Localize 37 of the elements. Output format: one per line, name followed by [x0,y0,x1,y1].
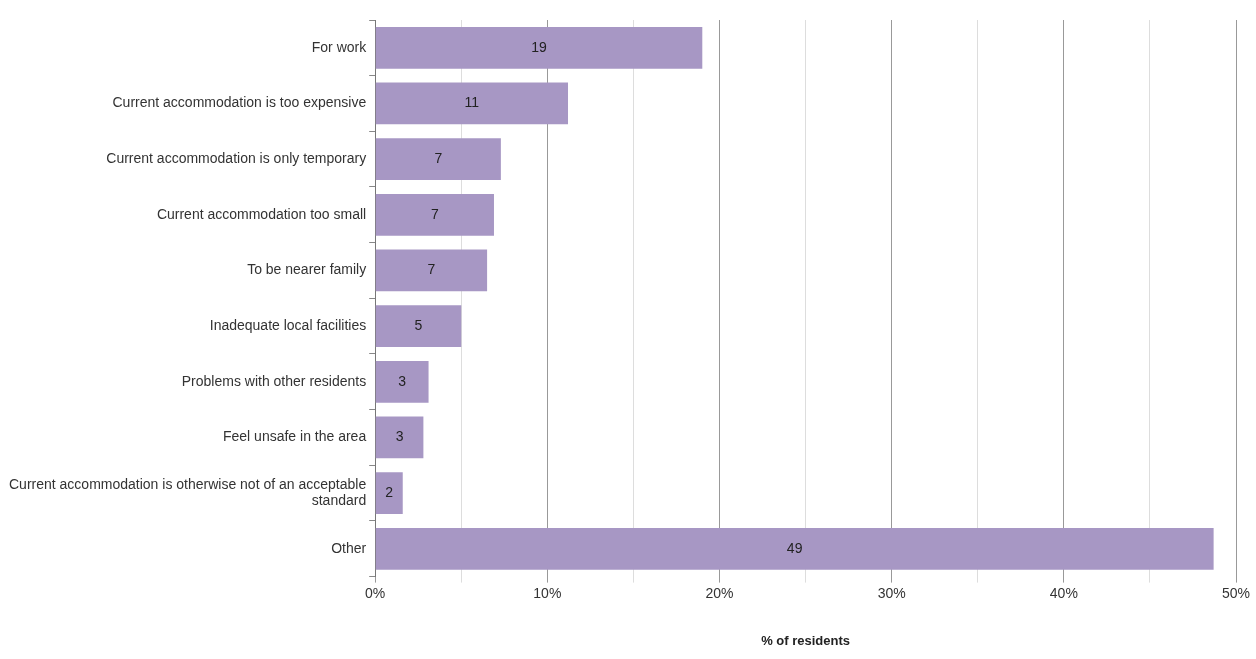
bar [375,416,424,459]
x-tick-label: 50% [1221,584,1251,601]
y-tick-label: For work [311,38,368,55]
y-tick-label: Other [331,539,367,556]
y-tick-label: Current accommodation is only temporary [106,150,367,167]
x-tick-label: 40% [1049,584,1078,601]
y-tick-label: Problems with other residents [181,372,367,389]
y-tick-label: Current accommodation is too expensive [112,94,367,111]
data-label: 19 [531,38,547,55]
x-tick-label: 20% [705,584,734,601]
bar [375,193,494,236]
x-axis-title: % of residents [761,632,851,648]
x-tick-label: 0% [365,584,386,601]
x-tick-label: 10% [533,584,562,601]
data-label: 3 [398,372,407,389]
y-tick-label: Current accommodation too small [156,205,367,222]
data-label: 7 [434,150,443,167]
bar [375,527,1214,570]
bar [375,360,429,403]
bar [375,138,501,181]
y-tick-label: Inadequate local facilities [209,316,367,333]
bar [375,305,462,347]
bar [375,82,569,125]
y-tick-label: Feel unsafe in the area [222,428,367,445]
bar [375,249,488,292]
x-tick-label: 30% [877,584,906,601]
bar [375,472,403,514]
data-label: 5 [414,316,423,333]
data-label: 49 [786,539,803,556]
data-label: 2 [385,483,394,500]
y-tick-label: To be nearer family [247,261,367,278]
data-label: 3 [395,428,404,445]
y-tick-label: Current accommodation is otherwise not of an acceptable standard [8,475,367,509]
data-label: 7 [427,261,436,278]
data-label: 11 [464,94,480,111]
bar [375,26,703,69]
data-label: 7 [430,205,439,222]
